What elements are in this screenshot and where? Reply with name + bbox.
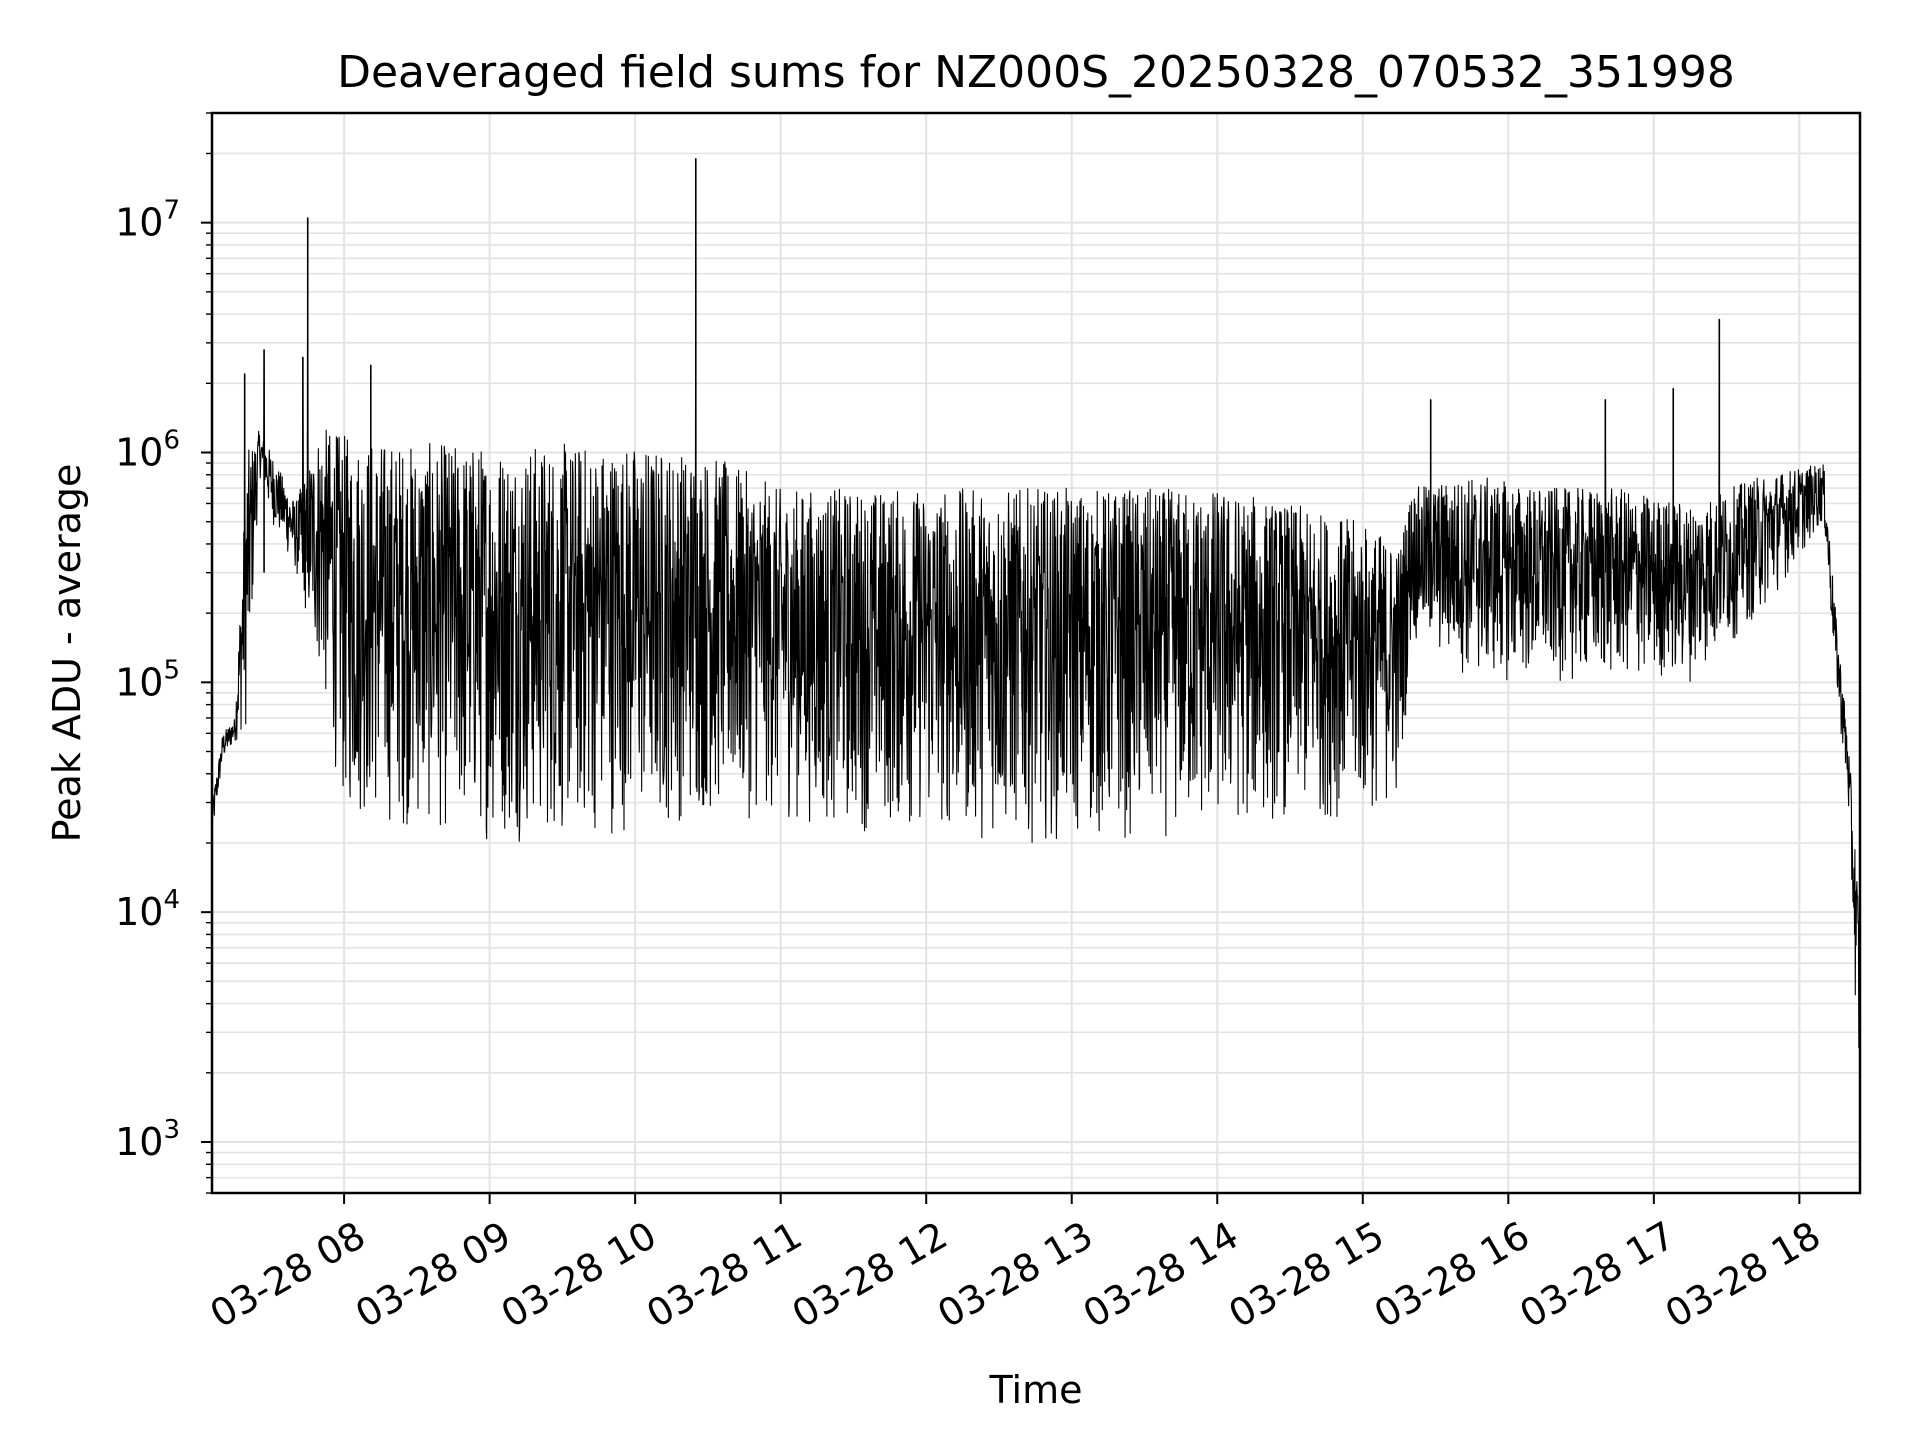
data-layer [211,158,1861,1059]
y-tick-label: 104 [115,885,180,934]
y-tick-label: 106 [115,425,180,474]
chart-title: Deaveraged field sums for NZ000S_2025032… [337,47,1735,98]
series-line [211,158,1861,1059]
y-tick-label: 107 [115,196,180,245]
y-tick-label: 105 [115,655,180,704]
y-axis-label: Peak ADU - average [45,464,89,843]
y-tick-label: 103 [115,1115,180,1164]
plot-frame [210,111,1862,1195]
x-axis-label: Time [989,1368,1083,1412]
